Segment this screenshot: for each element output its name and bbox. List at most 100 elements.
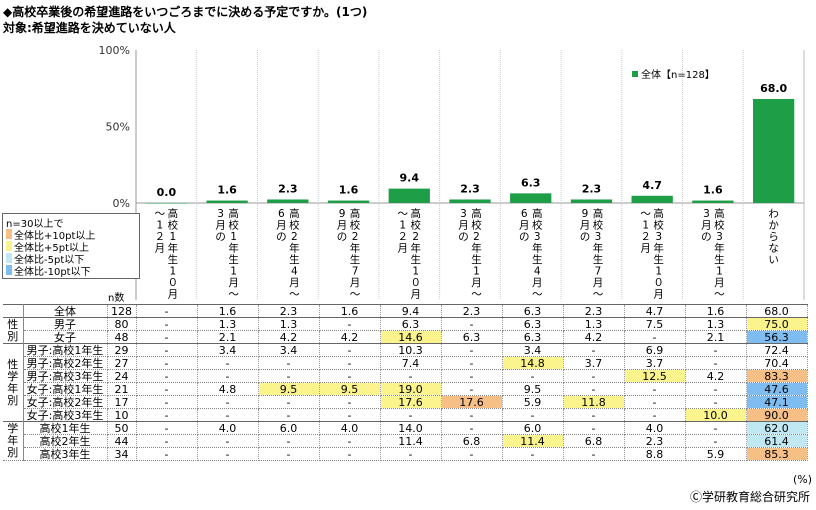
- category-label-char: 生: [593, 253, 604, 266]
- row-n: 27: [107, 356, 137, 370]
- row-label: 女子: [23, 330, 108, 344]
- table-cell: -: [441, 317, 503, 331]
- table-cell: 3.7: [624, 356, 686, 370]
- table-cell: 47.6: [746, 382, 808, 396]
- category-label-char: 月: [593, 277, 604, 289]
- row-label: 高校2年生: [23, 434, 108, 448]
- category-label-char: 1: [230, 231, 237, 243]
- category-label-char: 高: [289, 207, 300, 220]
- category-label-char: 生: [289, 253, 300, 266]
- table-row: 男子:高校3年生 24- - - - - - - -12.5 4.2 83.3: [3, 369, 808, 383]
- category-label-char: 月: [714, 277, 725, 289]
- category-label-char: 校: [593, 219, 604, 232]
- table-cell: 5.9: [502, 395, 564, 409]
- row-n: 80: [107, 317, 137, 331]
- category-label-char: 月: [350, 277, 361, 289]
- table-cell: -: [136, 369, 198, 383]
- table-cell: -: [380, 447, 442, 461]
- table-cell: 75.0: [746, 317, 808, 331]
- bar: [267, 199, 309, 203]
- row-n: 128: [107, 304, 137, 318]
- table-cell: -: [136, 317, 198, 331]
- bar: [327, 200, 370, 203]
- table-cell: -: [624, 395, 686, 409]
- table-cell: -: [319, 447, 381, 461]
- series-legend: 全体【n=128】: [632, 66, 715, 81]
- table-cell: 6.3: [502, 304, 564, 318]
- table-cell: -: [380, 408, 442, 422]
- table-cell: 4.0: [624, 421, 686, 435]
- table-cell: -: [136, 356, 198, 370]
- category-label-char: 月: [398, 243, 409, 255]
- row-label: 女子:高校3年生: [23, 408, 108, 422]
- row-n: 21: [107, 382, 137, 396]
- table-cell: -: [197, 369, 259, 383]
- table-cell: 1.3: [258, 317, 320, 331]
- y-tick-label: 100%: [99, 44, 130, 57]
- table-cell: 14.8: [502, 356, 564, 370]
- table-row: 女子:高校2年生 17- - - -17.6 17.6 5.9 11.8- -47.1: [3, 395, 808, 409]
- table-row: 高校2年生 44- - - -11.4 6.8 11.4 6.8 2.3-61.4: [3, 434, 808, 448]
- category-label-char: 校: [532, 219, 543, 232]
- value-label: 9.4: [400, 172, 420, 185]
- table-cell: -: [441, 356, 503, 370]
- category-label-char: 校: [471, 219, 482, 232]
- category-label-char: 月: [580, 220, 591, 232]
- y-tick-label: 0%: [113, 197, 130, 210]
- table-cell: 10.3: [380, 343, 442, 357]
- category-label-char: 月: [337, 220, 348, 232]
- table-cell: 11.4: [380, 434, 442, 448]
- table-cell: 12.5: [624, 369, 686, 383]
- bar: [692, 200, 734, 203]
- category-label-char: 生: [532, 253, 543, 266]
- category-label-char: 〜: [228, 289, 239, 301]
- category-label-char: 3: [595, 231, 602, 243]
- category-label-char: 高: [411, 207, 422, 220]
- table-cell: -: [685, 382, 747, 396]
- table-cell: 1.3: [197, 317, 259, 331]
- table-cell: 19.0: [380, 382, 442, 396]
- table-cell: -: [563, 447, 625, 461]
- legend-row: 全体比+5pt以上: [6, 240, 136, 254]
- table-row: 性学年別 男子:高校1年生 29-3.4 3.4-10.3-3.4-6.9-72.4: [3, 343, 808, 422]
- category-label-char: の: [458, 231, 469, 243]
- table-cell: -: [258, 395, 320, 409]
- value-label: 2.3: [582, 182, 602, 195]
- table-cell: -: [624, 408, 686, 422]
- table-row: 女子:高校3年生 10- - - - - - - - -10.0 90.0: [3, 408, 808, 422]
- table-cell: 68.0: [746, 304, 808, 318]
- legend-label: n=30以上で: [6, 218, 64, 230]
- table-cell: -: [685, 356, 747, 370]
- category-label-char: 〜: [471, 289, 482, 301]
- table-cell: 5.9: [685, 447, 747, 461]
- category-label-char: 月: [532, 277, 543, 289]
- bar: [510, 193, 552, 203]
- table-cell: 9.5: [258, 382, 320, 396]
- category-label-char: い: [768, 254, 779, 266]
- table-cell: 56.3: [746, 330, 808, 344]
- table-cell: -: [136, 421, 198, 435]
- table-cell: 4.2: [319, 330, 381, 344]
- table-cell: 3.7: [563, 356, 625, 370]
- legend-row: 全体比+10pt以上: [6, 228, 136, 242]
- bar-chart: 0% 50% 100% 0.0 1.6 2.3 1.6 9.4 2.3 6.3 2.3 4.7 1.6 6…: [99, 44, 805, 301]
- table-cell: 11.4: [502, 434, 564, 448]
- category-label-char: 6: [521, 208, 528, 220]
- table-cell: -: [136, 434, 198, 448]
- category-label-char: 高: [350, 207, 361, 220]
- legend-label: 全体比+10pt以上: [14, 230, 96, 242]
- category-label-char: 9: [339, 208, 346, 220]
- category-label-char: の: [519, 231, 530, 243]
- table-cell: -: [319, 317, 381, 331]
- table-cell: 10.0: [685, 408, 747, 422]
- category-label-char: 1: [716, 266, 723, 278]
- table-cell: 2.3: [624, 434, 686, 448]
- category-label-char: 1: [230, 266, 237, 278]
- table-cell: 1.3: [563, 317, 625, 331]
- row-group-label: 性別: [3, 317, 24, 344]
- category-label-char: 校: [653, 219, 664, 232]
- category-label-char: 生: [471, 253, 482, 266]
- category-label-char: 1: [399, 220, 406, 232]
- table-cell: -: [258, 408, 320, 422]
- table-row: 女子 48-2.1 4.2 4.2 14.6 6.3 6.3 4.2-2.1 56.3: [3, 330, 808, 344]
